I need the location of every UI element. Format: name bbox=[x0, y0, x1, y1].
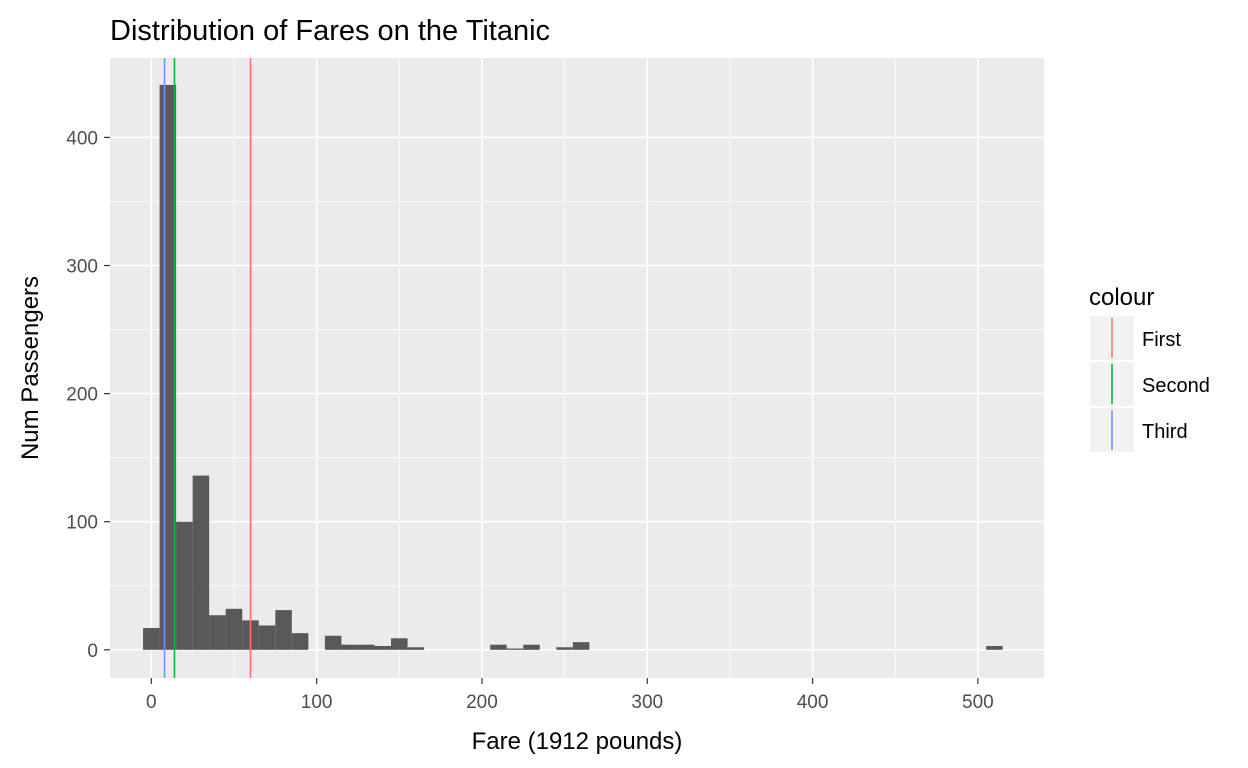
histogram-bar bbox=[556, 647, 573, 650]
legend-label-second: Second bbox=[1142, 375, 1210, 397]
legend-label-third: Third bbox=[1142, 421, 1188, 443]
x-tick-label: 0 bbox=[146, 692, 157, 713]
histogram-bar bbox=[324, 635, 342, 650]
plot-panel bbox=[110, 58, 1044, 678]
y-axis: 0 100 200 300 400 bbox=[66, 128, 110, 662]
histogram-bar bbox=[192, 475, 210, 650]
histogram-bar bbox=[341, 644, 358, 650]
chart-title: Distribution of Fares on the Titanic bbox=[110, 15, 550, 47]
class-fare-lines bbox=[163, 58, 252, 678]
histogram-bar bbox=[407, 647, 425, 650]
histogram-bar bbox=[176, 521, 193, 650]
y-tick-label: 0 bbox=[87, 641, 98, 662]
histogram-bar bbox=[275, 610, 292, 650]
histogram-bar bbox=[143, 628, 160, 650]
legend-label-first: First bbox=[1142, 329, 1181, 351]
histogram-bar bbox=[225, 608, 243, 650]
y-tick-label: 300 bbox=[66, 257, 98, 278]
legend-title: colour bbox=[1089, 284, 1154, 311]
histogram-bar bbox=[490, 644, 507, 650]
x-tick-label: 500 bbox=[962, 692, 994, 713]
x-tick-label: 300 bbox=[631, 692, 663, 713]
x-tick-label: 100 bbox=[301, 692, 333, 713]
legend: colour First Second Third bbox=[1089, 284, 1210, 452]
histogram-bar bbox=[209, 615, 226, 650]
histogram-bar bbox=[374, 645, 392, 650]
minor-gridlines bbox=[110, 58, 1044, 678]
y-axis-title: Num Passengers bbox=[17, 276, 44, 460]
y-tick-label: 400 bbox=[66, 128, 98, 149]
histogram-bar bbox=[523, 644, 540, 650]
x-tick-label: 200 bbox=[466, 692, 498, 713]
histogram-bar bbox=[391, 638, 408, 650]
histogram-bar bbox=[258, 625, 276, 650]
x-tick-label: 400 bbox=[797, 692, 829, 713]
y-tick-label: 200 bbox=[66, 385, 98, 406]
histogram-bar bbox=[291, 633, 309, 650]
y-tick-label: 100 bbox=[66, 513, 98, 534]
histogram-bar bbox=[159, 84, 177, 650]
histogram-bar bbox=[986, 645, 1003, 650]
x-axis: 0 100 200 300 400 500 bbox=[146, 678, 994, 713]
histogram-bar bbox=[572, 642, 590, 650]
legend-keys: First Second Third bbox=[1090, 316, 1210, 452]
x-axis-title: Fare (1912 pounds) bbox=[472, 728, 683, 755]
histogram-bar bbox=[506, 648, 524, 650]
histogram-bar bbox=[357, 644, 375, 650]
histogram-bars bbox=[143, 84, 1003, 650]
